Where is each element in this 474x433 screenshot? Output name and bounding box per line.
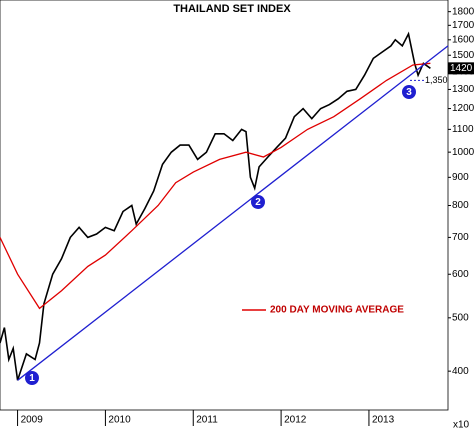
trend-line <box>17 45 449 381</box>
x-tick-label: 2009 <box>21 415 44 426</box>
y-tick-label: 600 <box>452 269 469 280</box>
y-tick-label: 900 <box>452 172 469 183</box>
y-tick-label: 1700 <box>452 20 474 31</box>
price-line <box>0 31 431 381</box>
chart-title: THAILAND SET INDEX <box>173 3 291 15</box>
x-tick-label: 2012 <box>284 415 307 426</box>
x-tick-label: 2013 <box>372 415 395 426</box>
y-tick-label: 400 <box>452 366 469 377</box>
y-tick-label: 1600 <box>452 34 474 45</box>
y-tick-label: 1200 <box>452 103 474 114</box>
annotation-label: 2 <box>255 197 261 208</box>
plot-frame <box>0 0 449 411</box>
x-tick-label: 2011 <box>196 415 218 426</box>
last-price-box <box>448 62 474 75</box>
y-tick-label: 500 <box>452 312 469 323</box>
annotation-circle <box>402 85 416 99</box>
moving-average <box>0 62 431 310</box>
annotation-label: 3 <box>406 87 412 98</box>
y-tick-label: 1800 <box>452 6 474 17</box>
scale-note: x10 <box>453 420 470 431</box>
annotation-circle <box>25 371 39 385</box>
annotation-circle <box>251 195 265 209</box>
y-tick-label: 700 <box>452 232 469 243</box>
level-label: 1,350 <box>425 75 448 85</box>
last-price-label: 1420 <box>450 63 473 74</box>
y-tick-label: 1100 <box>452 124 474 135</box>
y-tick-label: 1300 <box>452 84 474 95</box>
y-tick-label: 1000 <box>452 147 474 158</box>
legend-label: 200 DAY MOVING AVERAGE <box>270 305 404 316</box>
y-tick-label: 1500 <box>452 50 474 61</box>
y-tick-label: 800 <box>452 200 469 211</box>
annotation-label: 1 <box>29 373 35 384</box>
x-tick-label: 2010 <box>108 415 131 426</box>
